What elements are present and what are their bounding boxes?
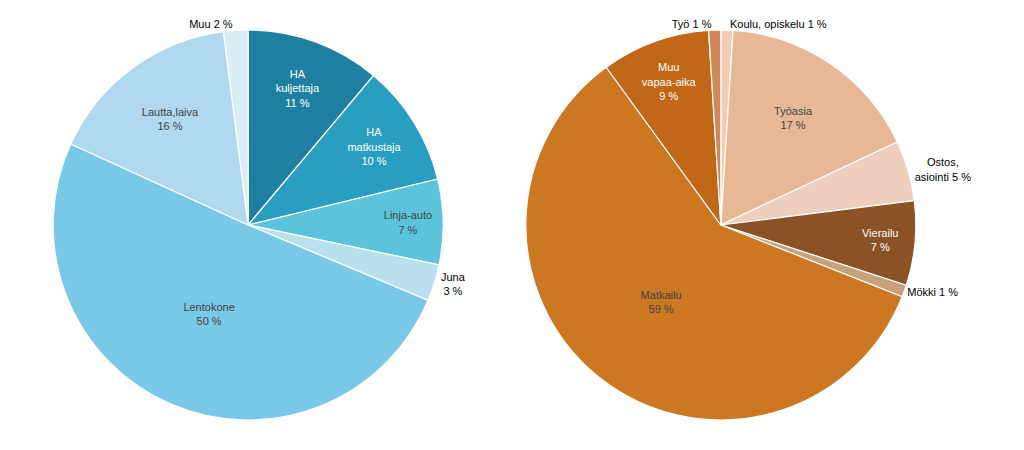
svg-text:HAkuljettaja11 %: HAkuljettaja11 % <box>276 68 320 109</box>
svg-text:Vierailu7 %: Vierailu7 % <box>862 227 899 253</box>
svg-text:Juna3 %: Juna3 % <box>441 271 466 297</box>
svg-text:Ostos,asiointi 5 %: Ostos,asiointi 5 % <box>915 156 971 182</box>
svg-text:Matkailu59 %: Matkailu59 % <box>641 289 682 315</box>
svg-text:Koulu, opiskelu 1 %: Koulu, opiskelu 1 % <box>730 18 827 30</box>
svg-text:Linja-auto7 %: Linja-auto7 % <box>384 209 432 235</box>
svg-text:Lautta,laiva16 %: Lautta,laiva16 % <box>142 106 199 132</box>
svg-text:Mökki 1 %: Mökki 1 % <box>907 286 958 298</box>
svg-text:HAmatkustaja10 %: HAmatkustaja10 % <box>347 126 401 167</box>
svg-text:Työ 1 %: Työ 1 % <box>672 18 712 30</box>
svg-text:Muuvapaa-aika9 %: Muuvapaa-aika9 % <box>642 61 697 102</box>
svg-text:Muu 2 %: Muu 2 % <box>189 18 233 30</box>
svg-text:Työasia17 %: Työasia17 % <box>774 105 813 131</box>
svg-text:Lentokone50 %: Lentokone50 % <box>183 301 234 327</box>
